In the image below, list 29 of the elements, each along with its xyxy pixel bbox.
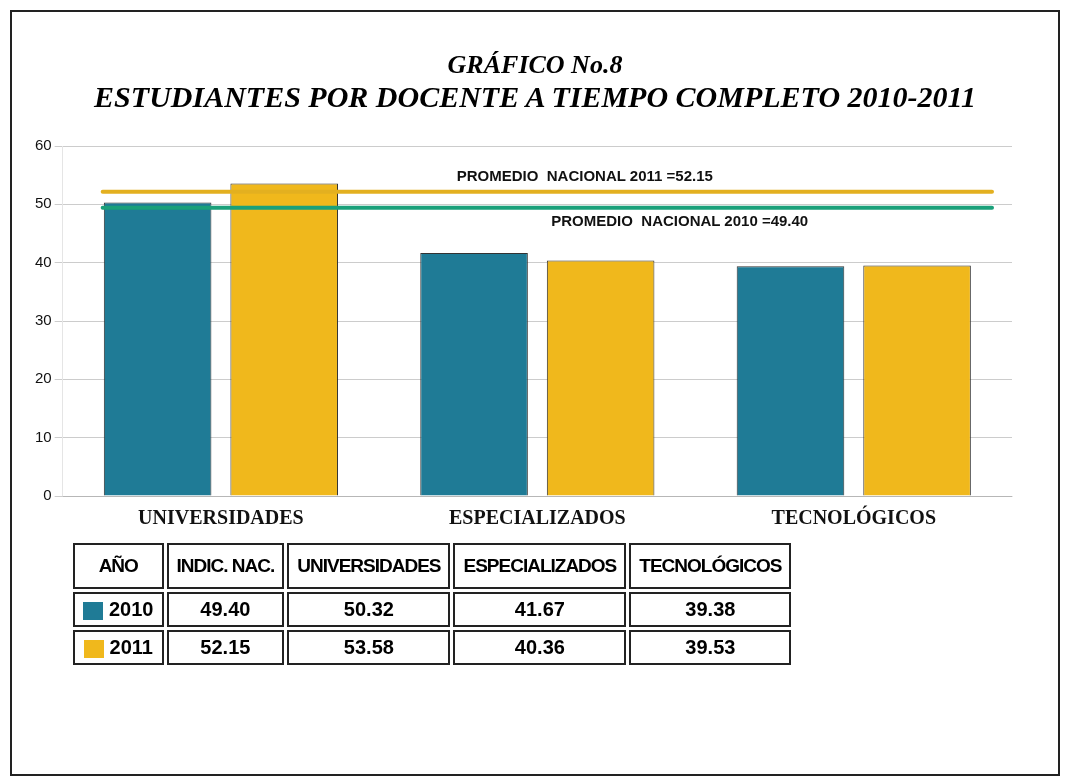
text: 52.15 xyxy=(166,630,285,665)
y-tick-label: 40 xyxy=(35,252,52,270)
data-label: 53.58 xyxy=(287,630,451,665)
y-tick-label: 30 xyxy=(35,311,52,329)
ref-line-label: PROMEDIO NACIONAL 2011 =52.15 xyxy=(456,167,713,185)
ref-line-label: PROMEDIO NACIONAL 2010 =49.40 xyxy=(551,212,809,230)
legend-title: AÑO xyxy=(73,543,164,589)
x-tick-label: TECNOLÓGICOS xyxy=(771,505,937,529)
y-tick-label: 20 xyxy=(35,369,52,387)
legend-label: 2010 xyxy=(73,592,164,627)
y-tick-label: 0 xyxy=(43,486,52,504)
category-label: UNIVERSIDADES xyxy=(297,555,441,576)
data-label: 50.32 xyxy=(287,592,451,627)
data-label: 39.38 xyxy=(629,592,792,627)
chart-title: GRÁFICO No.8 xyxy=(446,50,624,80)
text: 49.40 xyxy=(166,592,285,627)
data-label: 39.53 xyxy=(629,630,792,665)
data-label: 41.67 xyxy=(453,592,627,627)
y-tick-label: 50 xyxy=(35,194,52,212)
legend-label: 2011 xyxy=(73,630,164,665)
x-tick-label: UNIVERSIDADES xyxy=(138,506,304,529)
category-label: ESPECIALIZADOS xyxy=(463,555,617,576)
data-label: 40.36 xyxy=(453,630,627,665)
text: INDIC. NAC. xyxy=(166,543,285,589)
category-label: TECNOLÓGICOS xyxy=(639,555,782,576)
y-tick-label: 10 xyxy=(35,427,52,445)
y-tick-label: 60 xyxy=(35,136,52,154)
chart-subtitle: ESTUDIANTES POR DOCENTE A TIEMPO COMPLETO 2010-2011 xyxy=(93,80,977,114)
x-tick-label: ESPECIALIZADOS xyxy=(448,506,626,529)
